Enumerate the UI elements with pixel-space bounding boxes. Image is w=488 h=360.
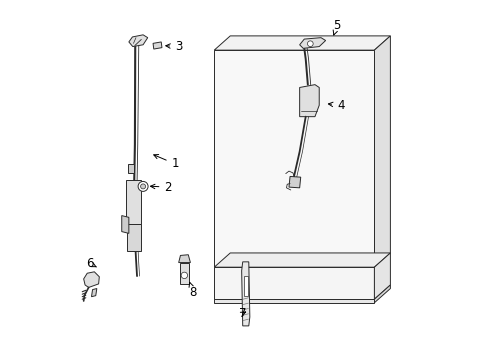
Text: 5: 5: [332, 19, 340, 35]
Polygon shape: [127, 164, 134, 173]
Polygon shape: [178, 255, 190, 262]
Polygon shape: [214, 253, 389, 267]
Text: 6: 6: [86, 257, 96, 270]
Polygon shape: [91, 288, 97, 297]
Text: 1: 1: [153, 154, 179, 171]
Polygon shape: [214, 299, 374, 303]
Polygon shape: [374, 285, 389, 303]
Polygon shape: [180, 262, 189, 284]
Polygon shape: [299, 38, 325, 48]
Polygon shape: [214, 267, 374, 299]
Circle shape: [141, 184, 145, 189]
Polygon shape: [214, 50, 374, 267]
Polygon shape: [129, 35, 147, 46]
Polygon shape: [153, 42, 162, 49]
Polygon shape: [374, 36, 389, 267]
Polygon shape: [83, 272, 99, 288]
Polygon shape: [126, 180, 141, 225]
Polygon shape: [241, 262, 249, 326]
Polygon shape: [244, 276, 247, 296]
Text: 4: 4: [328, 99, 344, 112]
Text: 2: 2: [150, 181, 172, 194]
Polygon shape: [127, 225, 141, 251]
Polygon shape: [122, 216, 129, 233]
Text: 7: 7: [239, 307, 246, 320]
Polygon shape: [214, 36, 389, 50]
Circle shape: [181, 272, 187, 279]
Circle shape: [307, 41, 312, 46]
Polygon shape: [374, 253, 389, 299]
Text: 8: 8: [189, 282, 196, 298]
Polygon shape: [299, 85, 319, 117]
Circle shape: [138, 181, 148, 192]
Text: 3: 3: [165, 40, 182, 53]
Polygon shape: [288, 176, 300, 188]
